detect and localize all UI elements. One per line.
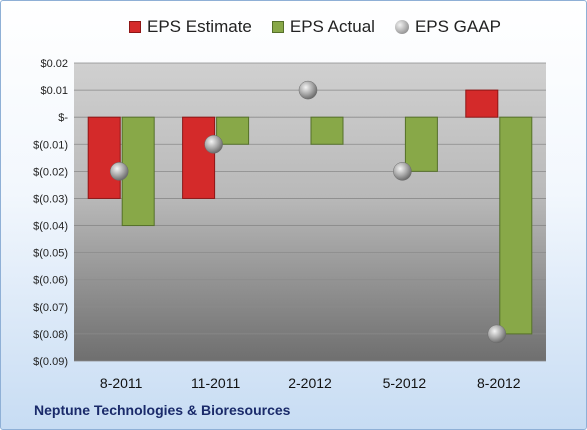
y-tick-label: $0.02 — [40, 58, 68, 70]
y-tick-label: $(0.05) — [33, 248, 68, 260]
bar-eps-actual — [216, 116, 250, 145]
y-tick-label: $(0.08) — [33, 329, 68, 341]
x-tick-label: 8-2011 — [100, 375, 143, 391]
point-eps-gaap — [393, 162, 412, 181]
y-tick-label: $(0.09) — [33, 356, 68, 368]
x-tick-label: 2-2012 — [288, 375, 332, 391]
y-tick-label: $0.01 — [40, 85, 68, 97]
bar-eps-actual — [310, 116, 344, 145]
legend-swatch-estimate — [129, 21, 141, 33]
bar-eps-actual — [404, 116, 438, 172]
legend-item-actual: EPS Actual — [271, 17, 375, 37]
bar-eps-estimate — [87, 116, 121, 199]
chart-legend: EPS Estimate EPS Actual EPS GAAP — [129, 17, 521, 37]
legend-item-estimate: EPS Estimate — [129, 17, 252, 37]
y-tick-label: $(0.02) — [33, 166, 68, 178]
legend-label-estimate: EPS Estimate — [147, 17, 252, 36]
bar-eps-estimate — [182, 116, 216, 199]
bar-eps-estimate — [465, 89, 499, 118]
point-eps-gaap — [298, 80, 318, 100]
y-tick-label: $(0.03) — [33, 193, 68, 205]
point-eps-gaap — [487, 324, 507, 344]
x-tick-label: 5-2012 — [383, 375, 427, 391]
y-tick-label: $- — [58, 112, 68, 124]
x-tick-label: 8-2012 — [477, 375, 521, 391]
legend-label-actual: EPS Actual — [289, 17, 375, 36]
bar-eps-actual — [499, 116, 533, 335]
company-name: Neptune Technologies & Bioresources — [34, 402, 291, 418]
legend-item-gaap: EPS GAAP — [394, 17, 501, 37]
legend-label-gaap: EPS GAAP — [414, 17, 501, 36]
point-eps-gaap — [204, 135, 223, 154]
legend-swatch-gaap — [394, 20, 409, 34]
point-eps-gaap — [109, 162, 129, 181]
y-tick-label: $(0.07) — [33, 302, 68, 314]
y-tick-label: $(0.04) — [33, 221, 68, 233]
x-tick-label: 11-2011 — [191, 375, 241, 391]
y-tick-label: $(0.06) — [33, 275, 68, 287]
legend-swatch-actual — [271, 21, 284, 33]
y-tick-label: $(0.01) — [33, 139, 68, 151]
